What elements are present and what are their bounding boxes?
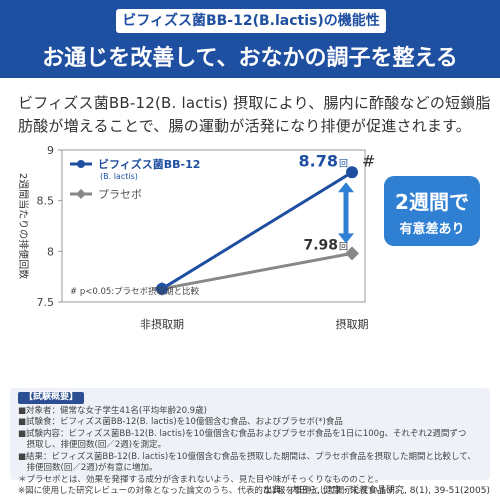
lead-line-1: ビフィズス菌BB-12(B. lactis) 摂取により、腸内に酢酸などの短鎖脂 (18, 94, 491, 112)
y-tick-label: 7.5 (37, 296, 55, 309)
study-summary-line: ■対象者：健常な女子学生41名(平均年齢20.9歳) (18, 405, 207, 416)
callout-small: 有意差あり (399, 222, 465, 237)
x-tick-label: 摂取期 (336, 317, 369, 331)
study-summary-line: ＊プラセボとは、効果を発揮する成分が含まれないよう、見た目や味がそっくりなものの… (18, 474, 384, 485)
data-label-value: 7.98 (303, 237, 338, 253)
study-summary-line: 排便回数(回／2週)が有意に増加。 (18, 463, 158, 473)
header-banner: ビフィズス菌BB-12(B.lactis)の機能性 お通じを改善して、おなかの調… (0, 0, 500, 78)
series-point-0 (156, 282, 168, 295)
source-citation: 出典：内田ら, 健康・栄養食品研究, 8(1), 39-51(2005) (263, 486, 490, 496)
plot-frame (61, 149, 366, 303)
y-axis-label: 2週間当たりの排便回数 (17, 173, 30, 279)
series-line-1 (161, 251, 353, 291)
study-summary-line: ※図に使用した研究レビューの対象となった論文のうち、代表的な1報を事例として掲示… (18, 486, 403, 496)
study-summary: 【試験概要】 ■対象者：健常な女子学生41名(平均年齢20.9歳) ■試験食：ビフ… (10, 388, 490, 496)
x-tick-label: 非摂取期 (140, 317, 184, 331)
significance-mark: # (362, 151, 375, 170)
study-summary-line: ■結果：ビフィズス菌BB-12(B. lactis)を10億個含む食品を摂取した… (18, 451, 476, 462)
y-tick-label: 8 (47, 245, 54, 258)
legend-label-0: ビフィズス菌BB-12 (98, 157, 200, 171)
legend-label-1: プラセボ (98, 188, 142, 201)
study-summary-title: 【試験概要】 (18, 392, 85, 404)
lead-text: ビフィズス菌BB-12(B. lactis) 摂取により、腸内に酢酸などの短鎖脂… (18, 92, 491, 138)
study-summary-line: 摂取し、排便回数(回／2週)を測定。 (18, 440, 167, 450)
lead-line-2: 肪酸が増えることで、腸の運動が活発になり排便が促進されます。 (18, 117, 472, 135)
legend-sublabel-0: (B. lactis) (100, 172, 138, 181)
header-headline: お通じを改善して、おなかの調子を整える (42, 46, 458, 71)
series-point-0 (346, 166, 358, 179)
y-tick-label: 9 (47, 144, 54, 157)
study-summary-line: ■試験食：ビフィズス菌BB-12(B. lactis)を10億個含む食品、および… (18, 417, 343, 427)
legend-marker-0 (77, 160, 85, 168)
series-point-1 (345, 246, 359, 261)
y-tick-label: 8.5 (37, 195, 55, 208)
study-summary-line: ■試験内容：ビフィズス菌BB-12(B. lactis)を10億個含む食品および… (18, 428, 467, 439)
data-label-unit: 回 (339, 158, 348, 169)
significance-callout: 2週間で 有意差あり (384, 176, 480, 246)
data-label-value: 8.78 (299, 151, 338, 170)
chart-footnote: # p<0.05:プラセボ摂取期と比較 (70, 286, 200, 297)
series-line-0 (161, 171, 353, 291)
study-summary-lines: ■対象者：健常な女子学生41名(平均年齢20.9歳) ■試験食：ビフィズス菌BB-… (18, 406, 482, 498)
difference-arrow-head-bottom (338, 233, 354, 244)
data-label-unit: 回 (339, 241, 348, 252)
difference-arrow-head-top (338, 182, 354, 193)
header-kicker: ビフィズス菌BB-12(B.lactis)の機能性 (116, 9, 386, 33)
legend-marker-1 (76, 189, 86, 199)
callout-big: 2週間で (395, 190, 469, 214)
